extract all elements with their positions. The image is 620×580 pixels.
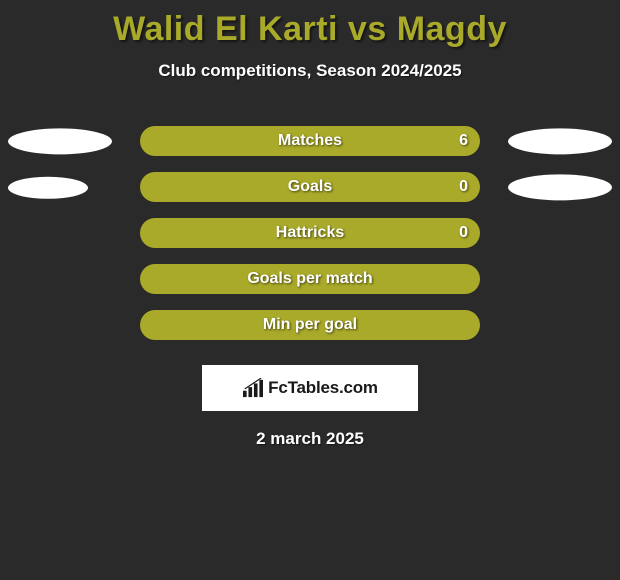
player-right-marker <box>508 174 612 200</box>
stat-bar: Min per goal <box>140 310 480 340</box>
stat-value: 6 <box>459 132 468 150</box>
stat-label: Goals per match <box>247 270 372 288</box>
player-left-marker <box>8 177 88 199</box>
player-left-marker <box>8 128 112 154</box>
stat-bar: Goals 0 <box>140 172 480 202</box>
page-title: Walid El Karti vs Magdy <box>0 0 620 49</box>
stat-rows: Matches 6 Goals 0 Hattricks 0 Goals per match M… <box>0 121 620 351</box>
stat-bar: Hattricks 0 <box>140 218 480 248</box>
stat-value: 0 <box>459 224 468 242</box>
stat-row: Min per goal <box>0 305 620 351</box>
page-subtitle: Club competitions, Season 2024/2025 <box>0 61 620 81</box>
stat-row: Goals per match <box>0 259 620 305</box>
brand-text: FcTables.com <box>268 378 378 398</box>
stat-row: Goals 0 <box>0 167 620 213</box>
stat-label: Min per goal <box>263 316 357 334</box>
stat-label: Matches <box>278 132 342 150</box>
stat-label: Hattricks <box>276 224 344 242</box>
stat-bar: Matches 6 <box>140 126 480 156</box>
stat-row: Matches 6 <box>0 121 620 167</box>
stat-label: Goals <box>288 178 332 196</box>
brand-logo: FcTables.com <box>202 365 418 411</box>
footer-date: 2 march 2025 <box>0 429 620 449</box>
stat-value: 0 <box>459 178 468 196</box>
chart-icon <box>242 378 264 398</box>
stat-bar: Goals per match <box>140 264 480 294</box>
stat-row: Hattricks 0 <box>0 213 620 259</box>
player-right-marker <box>508 128 612 154</box>
